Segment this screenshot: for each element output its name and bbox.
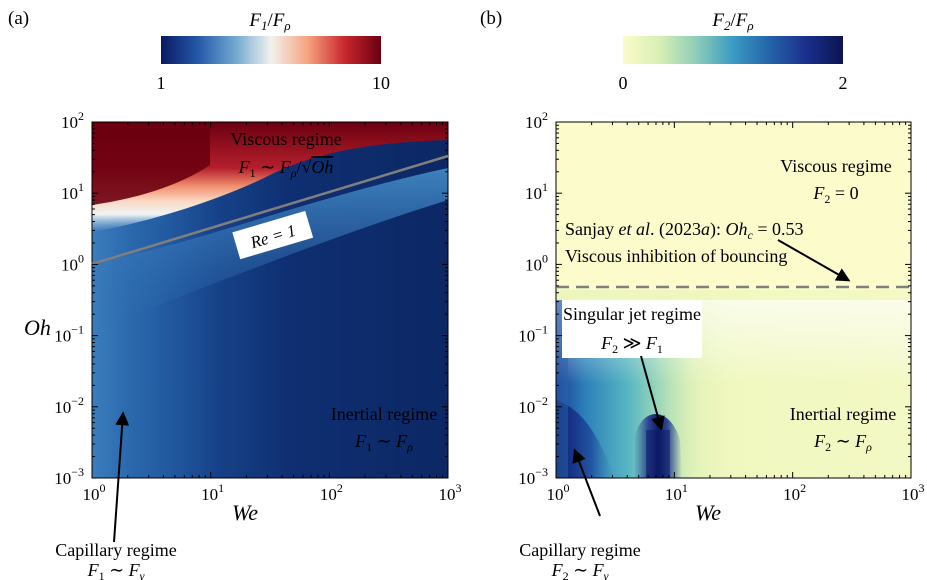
x-axis-label-a: We — [232, 500, 258, 525]
panel-b: (b) F2/Fρ 0 2 100 101 102 10310−310−210−110… — [480, 8, 925, 580]
y-tick-label: 100 — [61, 251, 84, 274]
y-tick-label: 101 — [525, 180, 548, 203]
x-tick-label: 102 — [320, 481, 343, 504]
colorbar-b-bar — [623, 36, 843, 64]
y-axis-label-a: Oh — [24, 315, 51, 340]
capillary-title-b: Capillary regime — [519, 540, 640, 560]
x-tick-label: 100 — [83, 481, 106, 504]
colorbar-b: F2/Fρ 0 2 — [619, 10, 848, 93]
colorbar-a-min: 1 — [157, 73, 166, 93]
inertial-law-a: F1 ∼ Fρ — [354, 431, 413, 454]
viscous-title-b: Viscous regime — [780, 156, 891, 176]
singular-title-b: Singular jet regime — [563, 304, 701, 324]
capillary-arrow-b — [572, 448, 601, 517]
x-axis-label-b: We — [695, 500, 721, 525]
colorbar-a-max: 10 — [372, 73, 390, 93]
y-tick-label: 10−1 — [518, 323, 548, 346]
sanjay-title-b: Sanjay et al. (2023a): Ohc = 0.53 — [565, 219, 803, 242]
axes-b: 100 101 102 103 10−3 10−2 10−1 100 101 102 — [518, 109, 924, 504]
inertial-title-b: Inertial regime — [790, 404, 896, 424]
sanjay-subtitle-b: Viscous inhibition of bouncing — [565, 246, 787, 266]
capillary-law-a: F1 ∼ Fγ — [87, 560, 145, 580]
y-tick-label: 100 — [525, 251, 548, 274]
panel-b-label: (b) — [480, 8, 502, 29]
colorbar-b-max: 2 — [839, 73, 848, 93]
viscous-title-a: Viscous regime — [230, 129, 341, 149]
capillary-title-a: Capillary regime — [55, 540, 176, 560]
panel-a: (a) F1/Fρ 1 10 Re = 1 100 101 102 10310−310… — [8, 8, 462, 580]
y-tick-label: 101 — [61, 180, 84, 203]
y-tick-label: 102 — [525, 109, 548, 132]
singular-label-b: Singular jet regime F2 ≫ F1 — [562, 300, 702, 358]
viscous-law-b: F2 = 0 — [812, 183, 858, 206]
x-tick-label: 102 — [783, 481, 806, 504]
colorbar-a-title: F1/Fρ — [248, 10, 290, 33]
inertial-law-b: F2 ∼ Fρ — [813, 431, 872, 454]
colorbar-a-bar — [161, 36, 381, 64]
y-tick-label: 10−3 — [54, 465, 84, 488]
y-tick-label: 10−3 — [518, 465, 548, 488]
singular-law-b: F2 ≫ F1 — [600, 333, 663, 356]
heatmap-b — [556, 122, 911, 478]
sanjay-arrow-b — [777, 239, 851, 282]
re-label-a: Re = 1 — [232, 210, 314, 260]
colorbar-a: F1/Fρ 1 10 — [157, 10, 391, 93]
x-tick-label: 101 — [201, 481, 224, 504]
singular-arrow-b — [640, 355, 665, 431]
y-tick-label: 10−2 — [518, 394, 548, 417]
re-line-a — [91, 154, 449, 266]
capillary-law-b: F2 ∼ Fγ — [551, 560, 609, 580]
x-tick-label: 103 — [439, 481, 462, 504]
x-tick-label: 103 — [902, 481, 925, 504]
panel-a-label: (a) — [8, 8, 29, 29]
inertial-title-a: Inertial regime — [331, 404, 437, 424]
y-tick-label: 102 — [61, 109, 84, 132]
y-tick-label: 10−1 — [54, 323, 84, 346]
colorbar-b-title: F2/Fρ — [711, 10, 753, 33]
colorbar-b-min: 0 — [619, 73, 628, 93]
y-tick-label: 10−2 — [54, 394, 84, 417]
axes-a: 100 101 102 103 10−3 10−2 10−1 100 101 102 — [54, 109, 461, 504]
x-tick-label: 101 — [665, 481, 688, 504]
viscous-law-a: F1 ∼ Fρ/√Oh — [238, 157, 334, 180]
x-tick-label: 100 — [547, 481, 570, 504]
capillary-arrow-a — [113, 411, 130, 543]
